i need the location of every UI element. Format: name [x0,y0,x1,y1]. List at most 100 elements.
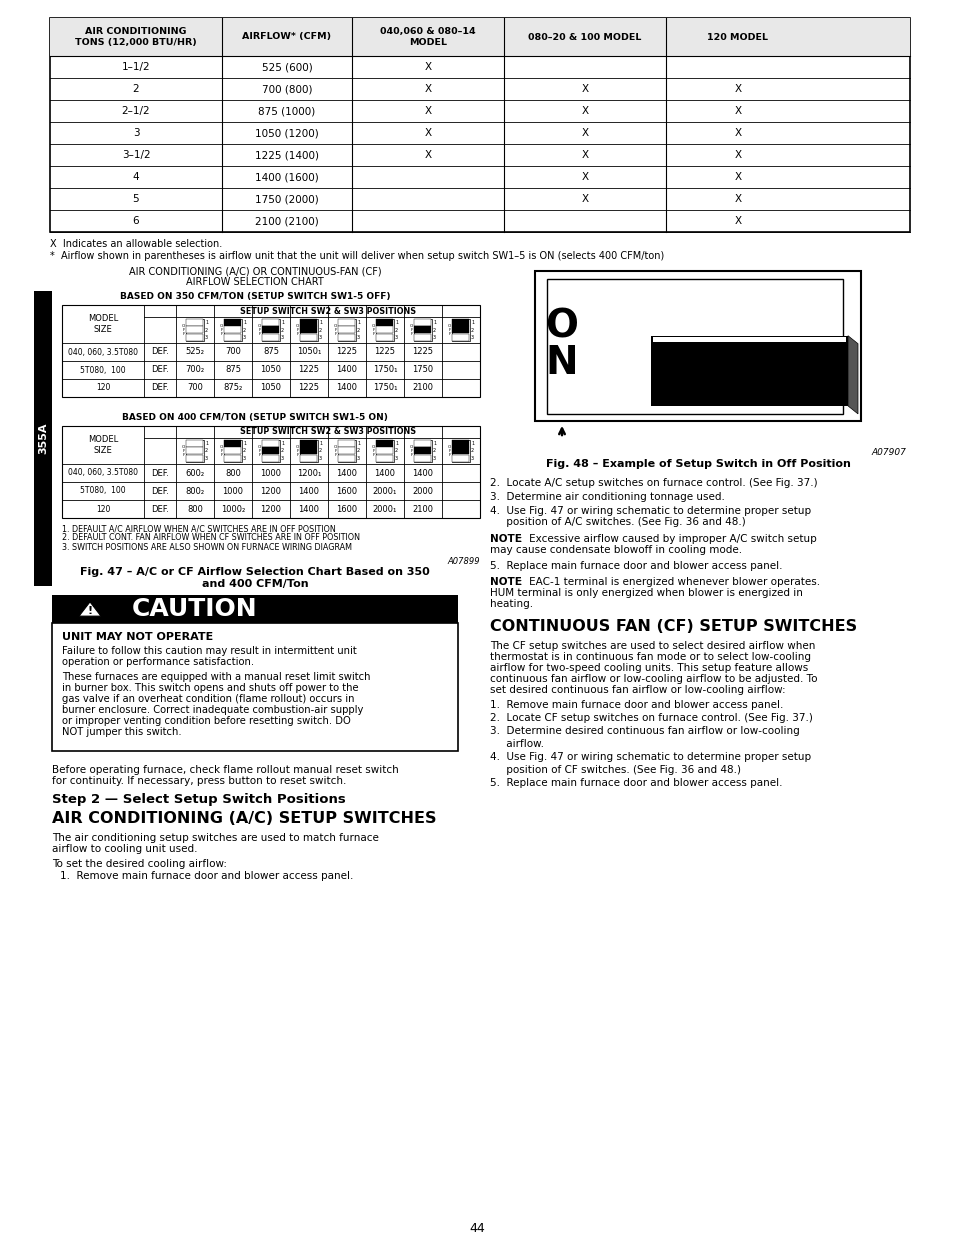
Text: 1050₁: 1050₁ [296,347,321,357]
Bar [186,454,203,462]
Text: MODEL
SIZE: MODEL SIZE [88,314,118,333]
Text: 1050: 1050 [260,384,281,393]
Text: 2100: 2100 [412,505,433,514]
Text: airflow for two‑speed cooling units. This setup feature allows: airflow for two‑speed cooling units. Thi… [490,663,807,673]
Text: 4: 4 [132,172,139,182]
Text: 700 (800): 700 (800) [261,84,312,94]
Text: 3: 3 [132,128,139,138]
Text: 3: 3 [281,456,284,461]
Text: 2: 2 [205,448,208,453]
Bar [186,319,203,326]
Text: 2: 2 [205,327,208,332]
Text: 1750 (2000): 1750 (2000) [254,194,318,204]
Text: 3: 3 [318,456,322,461]
Text: airflow.: airflow. [490,739,543,748]
Bar [224,326,241,333]
Bar [262,319,280,341]
Text: continuous fan airflow or low‑cooling airflow to be adjusted. To: continuous fan airflow or low‑cooling ai… [490,674,817,684]
Text: 800: 800 [225,468,241,478]
Text: 1: 1 [281,441,284,446]
Text: A07899: A07899 [447,557,479,566]
Bar [52,595,457,622]
Text: CAUTION: CAUTION [132,597,257,621]
Bar [338,440,355,447]
Text: 5: 5 [132,194,139,204]
Text: 2000₁: 2000₁ [373,505,396,514]
Bar [338,454,355,462]
Text: DEF.: DEF. [151,347,169,357]
Text: *  Airflow shown in parentheses is airflow unit that the unit will deliver when : * Airflow shown in parentheses is airflo… [50,251,663,261]
Bar [452,319,469,326]
Text: SETUP SWITCH SW2 & SW3 POSITIONS: SETUP SWITCH SW2 & SW3 POSITIONS [240,306,416,315]
Bar [300,440,317,447]
Bar [338,319,355,326]
Text: O
F
F: O F F [372,446,375,457]
Text: X: X [424,128,431,138]
Bar [337,319,355,341]
Text: 525 (600): 525 (600) [261,62,312,72]
Text: X: X [734,84,740,94]
Text: thermostat is in continuous fan mode or to select low‑cooling: thermostat is in continuous fan mode or … [490,652,810,662]
Text: X: X [734,172,740,182]
Text: The CF setup switches are used to select desired airflow when: The CF setup switches are used to select… [490,641,815,651]
Text: Before operating furnace, check flame rollout manual reset switch: Before operating furnace, check flame ro… [52,764,398,776]
Text: X: X [424,84,431,94]
Text: O
F
F: O F F [410,446,413,457]
Text: 1200₁: 1200₁ [296,468,321,478]
Text: 800: 800 [187,505,203,514]
Text: A07907: A07907 [870,448,905,457]
Text: 4.  Use Fig. 47 or wiring schematic to determine proper setup: 4. Use Fig. 47 or wiring schematic to de… [490,752,810,762]
Text: 1750: 1750 [412,366,433,374]
Bar [414,440,432,462]
Text: O
F
F: O F F [219,325,223,336]
Bar [300,319,317,326]
Bar [224,333,241,341]
Bar [338,447,355,454]
Text: X: X [424,149,431,161]
Text: 3: 3 [395,456,397,461]
Text: 1050: 1050 [260,366,281,374]
Text: 700: 700 [187,384,203,393]
Text: O
F
F: O F F [257,325,261,336]
Text: 5T080,  100: 5T080, 100 [80,366,126,374]
Text: 1200: 1200 [260,505,281,514]
Text: 1: 1 [243,441,246,446]
Bar [650,336,847,406]
Text: DEF.: DEF. [151,384,169,393]
Text: gas valve if an overheat condition (flame rollout) occurs in: gas valve if an overheat condition (flam… [62,694,355,704]
Bar [452,454,469,462]
Polygon shape [79,601,101,616]
Text: O
F
F: O F F [219,446,223,457]
Bar [376,440,393,447]
Text: 080–20 & 100 MODEL: 080–20 & 100 MODEL [528,32,641,42]
Text: 525₂: 525₂ [185,347,204,357]
Text: 2: 2 [318,327,322,332]
Text: 3: 3 [318,335,322,340]
Text: X: X [734,194,740,204]
Text: 1: 1 [395,441,397,446]
Bar [224,319,242,341]
Text: 3: 3 [433,335,436,340]
Text: X  Indicates an allowable selection.: X Indicates an allowable selection. [50,240,222,249]
Text: O
F
F: O F F [447,325,451,336]
Text: X: X [580,128,588,138]
Bar [262,454,279,462]
Text: 120 MODEL: 120 MODEL [707,32,768,42]
Bar [50,19,909,232]
Text: 2. DEFAULT CONT. FAN AIRFLOW WHEN CF SWITCHES ARE IN OFF POSITION: 2. DEFAULT CONT. FAN AIRFLOW WHEN CF SWI… [62,534,359,542]
Polygon shape [847,336,857,414]
Text: BASED ON 350 CFM/TON (SETUP SWITCH SW1-5 OFF): BASED ON 350 CFM/TON (SETUP SWITCH SW1-5… [120,291,390,301]
Text: 2: 2 [281,448,284,453]
Text: O
F
F: O F F [295,446,298,457]
Bar [535,270,861,421]
Bar [452,440,470,462]
Bar [376,326,393,333]
Text: 1225: 1225 [298,366,319,374]
Bar [62,305,479,396]
Bar [224,447,241,454]
Text: X: X [580,106,588,116]
Text: 3: 3 [471,335,474,340]
Text: 1600: 1600 [336,505,357,514]
Bar [186,440,203,447]
Bar [414,326,431,333]
